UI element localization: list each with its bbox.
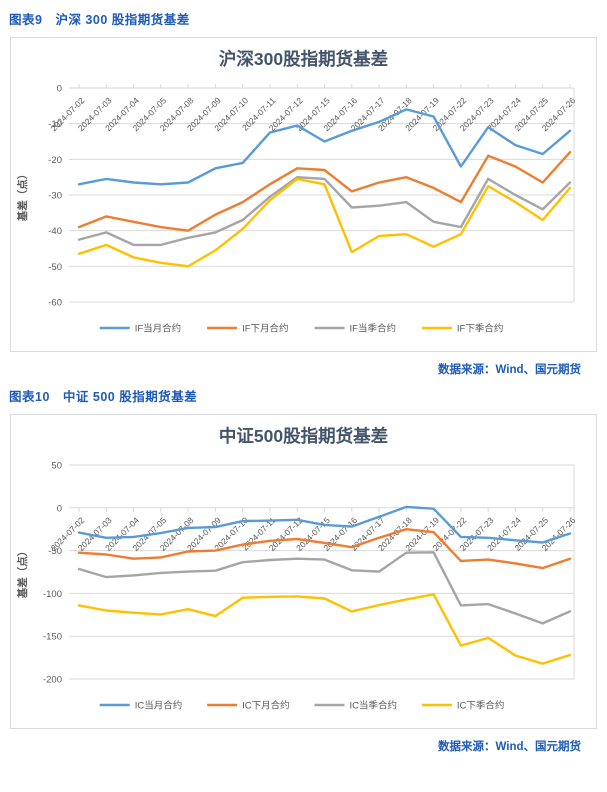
legend-item: IF下月合约	[207, 323, 289, 335]
svg-text:-60: -60	[48, 298, 62, 309]
chart-title: 沪深300股指期货基差	[219, 49, 388, 69]
svg-text:IF当季合约: IF当季合约	[350, 323, 396, 335]
svg-text:IC下月合约: IC下月合约	[242, 700, 290, 712]
figure10-caption: 图表10 中证 500 股指期货基差	[9, 390, 198, 404]
svg-text:-150: -150	[43, 632, 62, 643]
legend-item: IC当季合约	[314, 700, 398, 712]
legend-item: IC下季合约	[421, 700, 505, 712]
csi300-chart-box: 沪深300股指期货基差 0 -10 -20 -30 -40 -50 -60 2024-07-02…	[10, 37, 597, 352]
svg-text:-30: -30	[48, 191, 62, 202]
svg-text:IF下季合约: IF下季合约	[457, 323, 503, 335]
series-line	[77, 527, 572, 570]
svg-text:50: 50	[51, 461, 62, 472]
x-axis-ticks	[78, 84, 571, 88]
series-lines	[77, 108, 572, 268]
legend: IC当月合约 IC下月合约 IC当季合约 IC下季合约	[99, 700, 505, 712]
svg-text:IC当月合约: IC当月合约	[135, 700, 183, 712]
series-line	[77, 551, 572, 625]
svg-text:-50: -50	[48, 262, 62, 273]
svg-text:IC下季合约: IC下季合约	[457, 700, 505, 712]
series-line	[77, 175, 572, 247]
y-axis-title: 基差（点）	[16, 546, 29, 600]
svg-text:0: 0	[57, 84, 62, 95]
series-line	[77, 593, 572, 665]
svg-text:-100: -100	[43, 589, 62, 600]
y-axis-labels: 0 -10 -20 -30 -40 -50 -60	[48, 84, 62, 309]
csi300-basis-chart: 沪深300股指期货基差 0 -10 -20 -30 -40 -50 -60 2024-07-02…	[16, 49, 578, 335]
series-line	[77, 150, 572, 232]
svg-text:-10: -10	[48, 119, 62, 130]
svg-text:-20: -20	[48, 155, 62, 166]
svg-text:-50: -50	[48, 546, 62, 557]
gridlines	[69, 464, 575, 680]
series-line	[77, 505, 572, 544]
svg-text:0: 0	[57, 503, 62, 514]
data-source-note-1: 数据来源：Wind、国元期货	[438, 364, 581, 376]
svg-text:IF下月合约: IF下月合约	[242, 323, 288, 335]
x-axis-labels: 2024-07-022024-07-032024-07-042024-07-05…	[49, 515, 578, 553]
csi500-basis-chart: 中证500股指期货基差 50 0 -50 -100 -150 -200 2024-07-022…	[16, 426, 578, 712]
legend-item: IF下季合约	[421, 323, 503, 335]
report-page: 图表9 沪深 300 股指期货基差 沪深300股指期货基差 0 -10 -20 -30 -…	[0, 9, 607, 754]
svg-text:-200: -200	[43, 675, 62, 686]
gridlines	[69, 87, 575, 303]
legend-item: IF当季合约	[314, 323, 396, 335]
svg-text:IF当月合约: IF当月合约	[135, 323, 181, 335]
series-lines	[77, 505, 572, 665]
legend-item: IF当月合约	[99, 323, 181, 335]
legend: IF当月合约 IF下月合约 IF当季合约 IF下季合约	[99, 323, 503, 335]
x-axis-labels: 2024-07-022024-07-032024-07-042024-07-05…	[49, 95, 578, 133]
legend-item: IC当月合约	[99, 700, 183, 712]
y-axis-title: 基差（点）	[16, 169, 29, 223]
data-source-note-2: 数据来源：Wind、国元期货	[438, 741, 581, 753]
figure9-caption: 图表9 沪深 300 股指期货基差	[9, 13, 190, 27]
svg-text:IC当季合约: IC当季合约	[350, 700, 398, 712]
svg-text:-40: -40	[48, 226, 62, 237]
series-line	[77, 177, 572, 268]
csi500-chart-box: 中证500股指期货基差 50 0 -50 -100 -150 -200 2024-07-02 2…	[10, 414, 597, 729]
series-line	[77, 108, 572, 186]
legend-item: IC下月合约	[207, 700, 290, 712]
y-axis-labels: 50 0 -50 -100 -150 -200	[43, 461, 62, 686]
x-axis-ticks	[78, 507, 571, 512]
chart-title: 中证500股指期货基差	[219, 426, 388, 446]
